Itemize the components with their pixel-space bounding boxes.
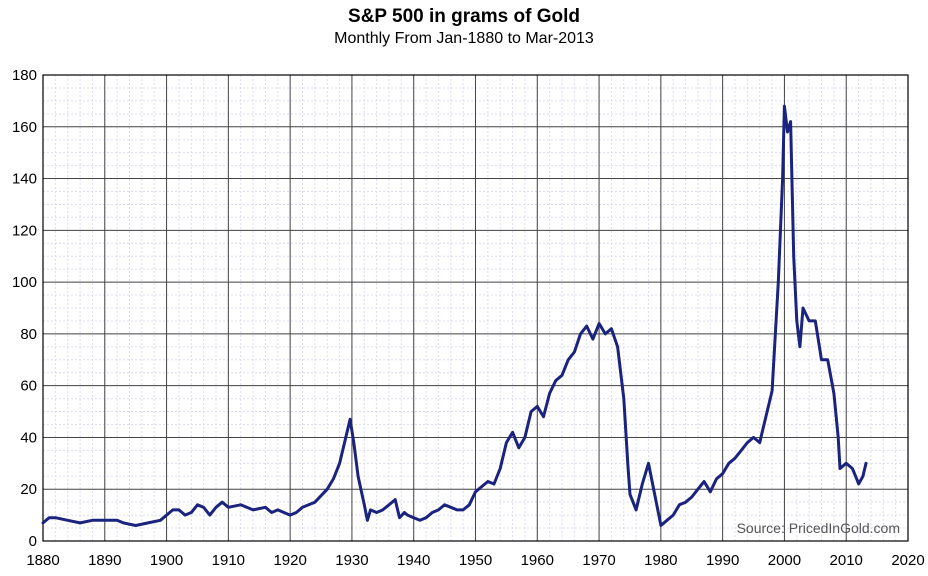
y-tick-label: 0 (29, 533, 37, 550)
x-tick-label: 1880 (26, 552, 59, 569)
y-tick-label: 180 (12, 67, 37, 84)
x-tick-label: 1900 (150, 552, 183, 569)
y-tick-label: 120 (12, 222, 37, 239)
x-tick-label: 1920 (273, 552, 306, 569)
x-tick-label: 2000 (768, 552, 801, 569)
x-tick-label: 1930 (335, 552, 368, 569)
x-axis-ticks: 1880 1890 1900 1910 1920 1930 1940 1950 1960 1970… (26, 552, 924, 569)
x-tick-label: 2010 (830, 552, 863, 569)
x-tick-label: 1910 (212, 552, 245, 569)
chart-subtitle: Monthly From Jan-1880 to Mar-2013 (334, 30, 594, 47)
y-tick-label: 20 (20, 481, 37, 498)
y-tick-label: 60 (20, 378, 37, 395)
x-tick-label: 1980 (644, 552, 677, 569)
x-tick-label: 1890 (88, 552, 121, 569)
x-tick-label: 2020 (891, 552, 924, 569)
x-tick-label: 1990 (706, 552, 739, 569)
chart-title: S&P 500 in grams of Gold (348, 6, 580, 27)
y-tick-label: 100 (12, 274, 37, 291)
y-tick-label: 40 (20, 429, 37, 446)
x-tick-label: 1960 (521, 552, 554, 569)
x-tick-label: 1940 (397, 552, 430, 569)
source-note: Source: PricedInGold.com (737, 520, 900, 536)
plot-frame (42, 74, 909, 542)
y-tick-label: 160 (12, 119, 37, 136)
sp500-gold-line (41, 104, 868, 527)
y-tick-label: 80 (20, 326, 37, 343)
x-tick-label: 1970 (582, 552, 615, 569)
y-axis-ticks: 0 20 40 60 80 100 120 140 160 180 (12, 67, 37, 550)
y-tick-label: 140 (12, 171, 37, 188)
x-tick-label: 1950 (459, 552, 492, 569)
